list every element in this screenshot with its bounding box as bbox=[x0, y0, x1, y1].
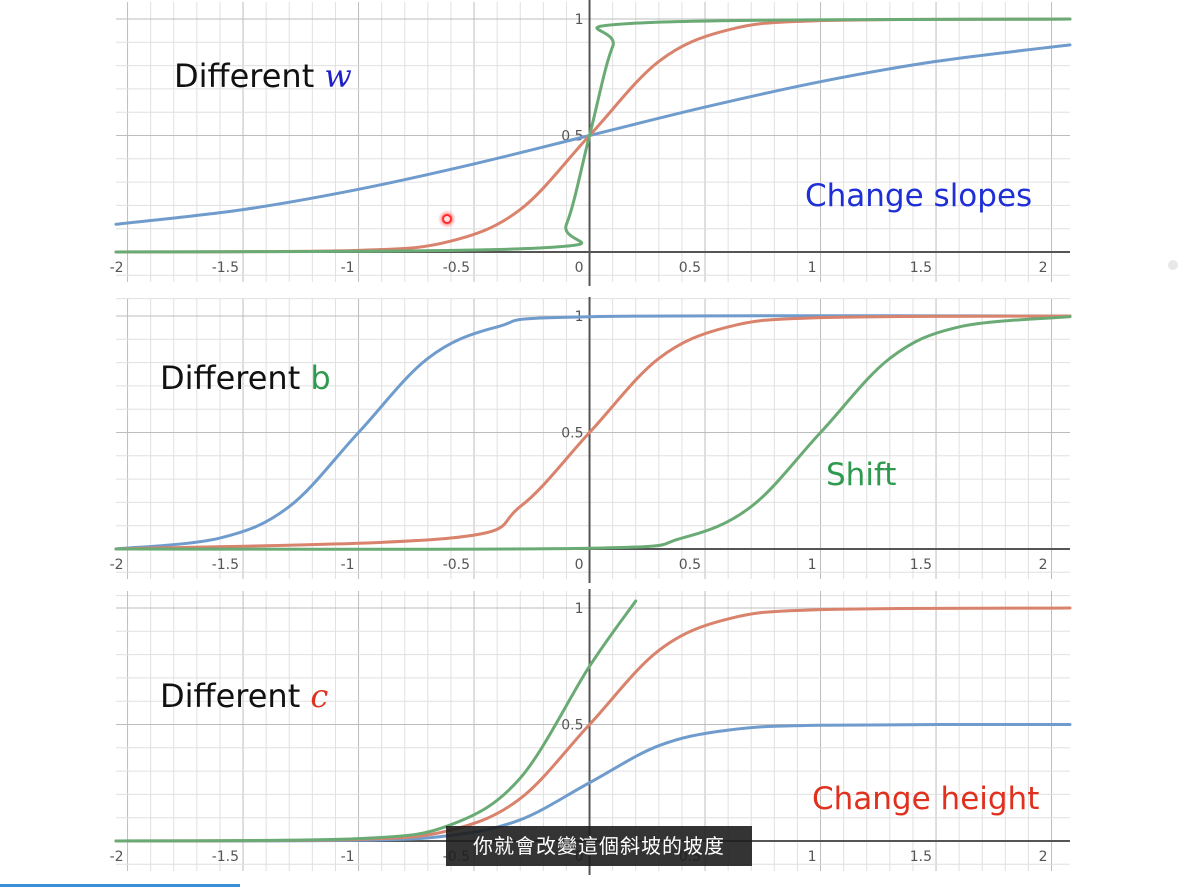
panel-title-c: Different c bbox=[160, 677, 328, 715]
panel-title-variable: c bbox=[310, 677, 329, 715]
x-tick-label: 1 bbox=[808, 557, 817, 573]
x-tick-label: -0.5 bbox=[443, 557, 470, 573]
panel-title-w: Different w bbox=[174, 57, 352, 95]
x-tick-label: -1 bbox=[341, 260, 355, 276]
panel-title-variable: w bbox=[324, 57, 352, 95]
y-tick-label: 1 bbox=[575, 601, 584, 617]
x-tick-label: 1.5 bbox=[910, 557, 932, 573]
chart-panel-bias: -2 -1.5 -1 -0.5 0 0.5 1 1.5 2 0.5 1 Different b Sh… bbox=[108, 297, 1072, 597]
chart-weight-plot: -2 -1.5 -1 -0.5 0 0.5 1 1.5 20.51 bbox=[110, 0, 1072, 300]
y-tick-label: 1 bbox=[575, 12, 584, 28]
chart-panel-weight: -2 -1.5 -1 -0.5 0 0.5 1 1.5 2 0.5 1 Different w Ch… bbox=[108, 0, 1072, 300]
x-tick-label: 0 bbox=[575, 557, 584, 573]
annotation-change-slopes: Change slopes bbox=[805, 178, 1033, 214]
pointer-highlight-icon bbox=[438, 210, 456, 228]
video-progress-bar bbox=[0, 884, 240, 887]
x-tick-label: -1.5 bbox=[212, 849, 239, 865]
x-tick-label: 2 bbox=[1039, 557, 1048, 573]
x-tick-label: -1.5 bbox=[212, 557, 239, 573]
annotation-change-height: Change height bbox=[812, 781, 1040, 817]
series-line-green bbox=[114, 599, 638, 843]
chart-bias-plot: -2 -1.5 -1 -0.5 0 0.5 1 1.5 20.51 bbox=[110, 297, 1072, 597]
x-tick-label: 1 bbox=[808, 849, 817, 865]
x-tick-label: -2 bbox=[110, 557, 124, 573]
y-tick-label: 0.5 bbox=[561, 717, 583, 733]
annotation-shift: Shift bbox=[826, 457, 897, 493]
video-right-margin bbox=[1070, 0, 1182, 887]
series-line-red bbox=[114, 314, 1072, 551]
panel-title-prefix: Different bbox=[160, 677, 311, 715]
x-tick-label: -0.5 bbox=[443, 260, 470, 276]
x-tick-label: -1 bbox=[341, 849, 355, 865]
panel-title-prefix: Different bbox=[174, 57, 325, 95]
video-left-margin bbox=[0, 0, 100, 887]
x-tick-label: 2 bbox=[1039, 849, 1048, 865]
x-tick-label: 1 bbox=[808, 260, 817, 276]
series-line-green bbox=[114, 315, 1072, 551]
x-tick-label: 0 bbox=[575, 260, 584, 276]
x-tick-label: -1.5 bbox=[212, 260, 239, 276]
x-tick-label: 1.5 bbox=[910, 260, 932, 276]
x-tick-label: 1.5 bbox=[910, 849, 932, 865]
page-scroll-dot bbox=[1168, 260, 1178, 270]
x-tick-label: 2 bbox=[1039, 260, 1048, 276]
series-line-blue bbox=[114, 314, 1072, 551]
x-tick-label: 0.5 bbox=[679, 260, 701, 276]
panel-title-prefix: Different bbox=[160, 359, 311, 397]
x-tick-label: -2 bbox=[110, 260, 124, 276]
x-tick-label: -2 bbox=[110, 849, 124, 865]
y-tick-label: 0.5 bbox=[561, 425, 583, 441]
x-tick-label: 0.5 bbox=[679, 557, 701, 573]
panel-title-variable: b bbox=[310, 359, 331, 397]
video-subtitle: 你就會改變這個斜坡的坡度 bbox=[446, 826, 752, 866]
x-tick-label: -1 bbox=[341, 557, 355, 573]
series-line-green bbox=[114, 17, 1072, 254]
panel-title-b: Different b bbox=[160, 359, 331, 397]
